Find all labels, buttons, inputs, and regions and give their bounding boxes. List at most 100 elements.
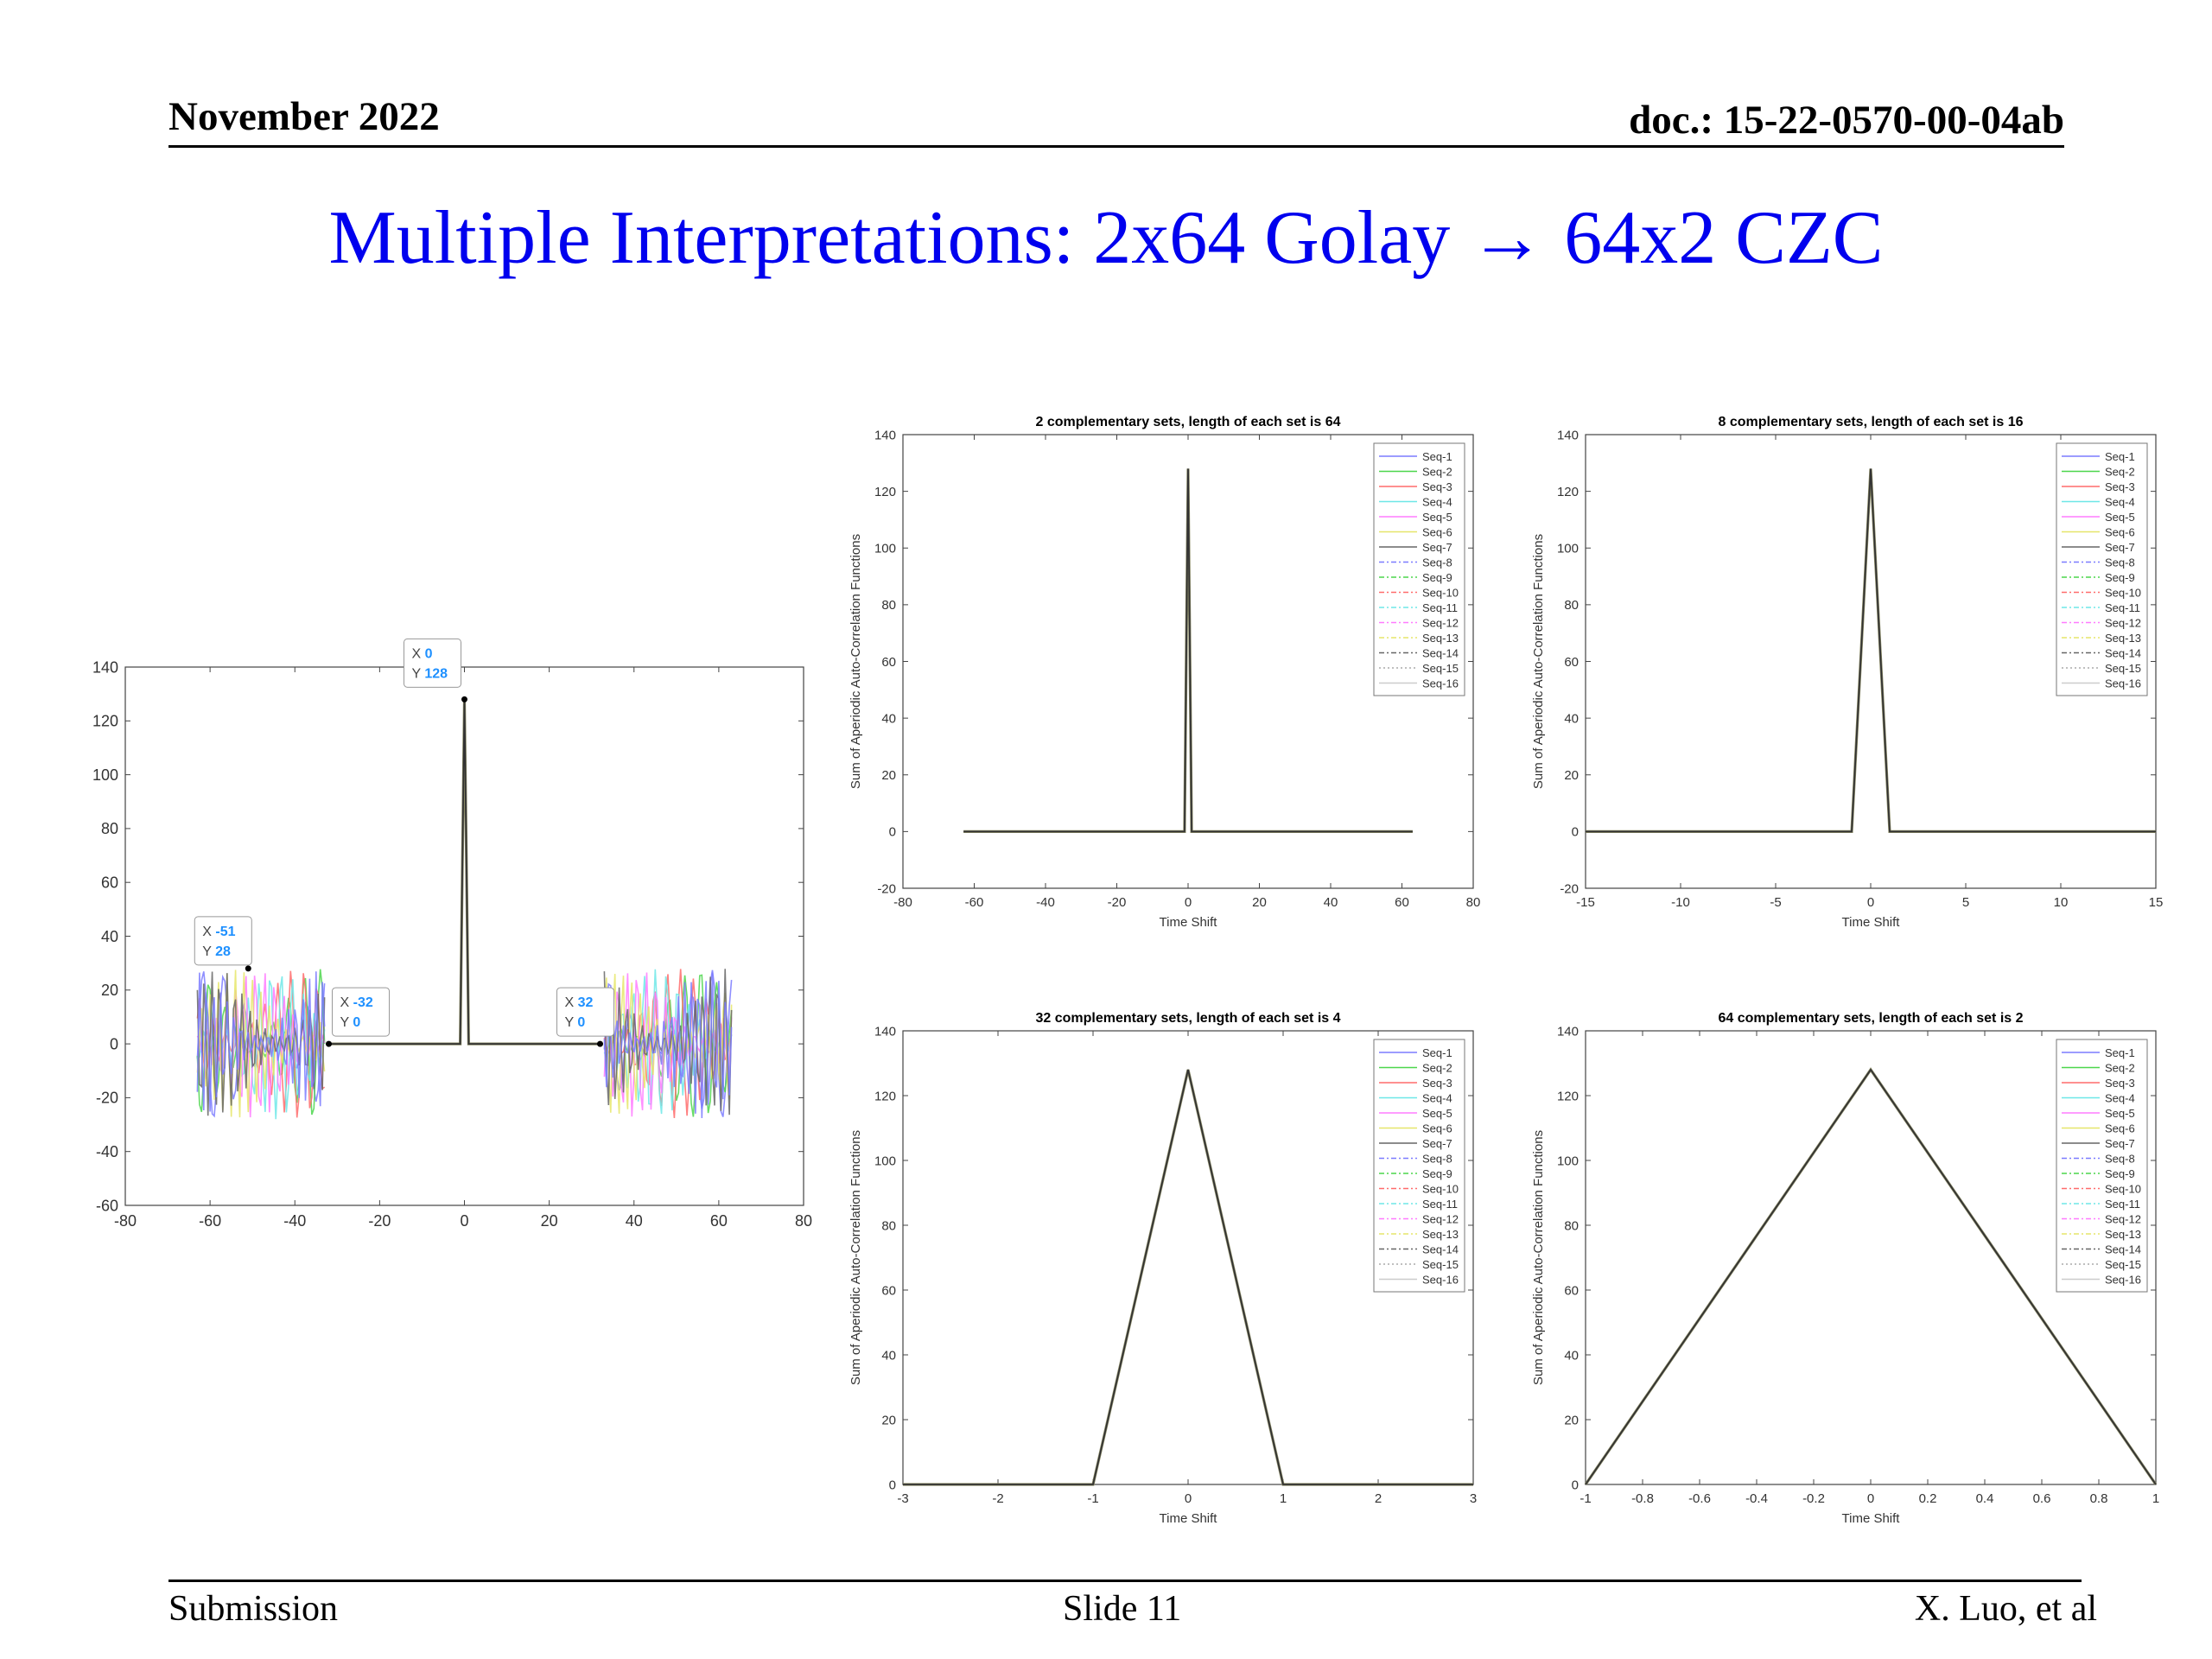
legend-label: Seq-14 bbox=[2105, 647, 2141, 660]
legend-box bbox=[1373, 442, 1465, 696]
datatip[interactable]: X 0 Y 128 bbox=[404, 638, 468, 702]
legend-label: Seq-13 bbox=[2105, 1228, 2141, 1241]
y-tick-label: 60 bbox=[881, 655, 896, 670]
x-tick-label: 1 bbox=[2152, 1491, 2159, 1506]
residual-trace bbox=[603, 969, 733, 1116]
x-tick-label: 0.6 bbox=[2033, 1491, 2051, 1506]
datatip[interactable]: X -32 Y 0 bbox=[326, 987, 390, 1047]
chart-32-sets-len-4: 32 complementary sets, length of each se… bbox=[849, 1011, 1477, 1526]
slide-title: Multiple Interpretations: 2x64 Golay → 6… bbox=[328, 196, 1884, 280]
y-tick-label: 100 bbox=[874, 1154, 896, 1168]
x-tick-label: -2 bbox=[992, 1491, 1003, 1506]
legend-label: Seq-5 bbox=[1422, 511, 1452, 524]
legend-box bbox=[2056, 442, 2148, 696]
x-tick-label: 60 bbox=[1395, 895, 1409, 910]
legend-label: Seq-16 bbox=[2105, 1274, 2141, 1287]
y-tick-label: 0 bbox=[889, 1478, 896, 1492]
datatip-marker[interactable] bbox=[461, 696, 467, 702]
x-tick-label: 0.2 bbox=[1919, 1491, 1937, 1506]
datatip[interactable]: X 32 Y 0 bbox=[556, 987, 614, 1047]
legend: Seq-1Seq-2Seq-3Seq-4Seq-5Seq-6Seq-7Seq-8… bbox=[1373, 1039, 1465, 1293]
legend-label: Seq-1 bbox=[1422, 450, 1452, 463]
datatip-box bbox=[332, 987, 390, 1037]
legend-label: Seq-1 bbox=[2105, 450, 2135, 463]
datatip-x: X -32 bbox=[340, 995, 373, 1010]
legend-label: Seq-13 bbox=[2105, 632, 2141, 645]
x-tick-label: -0.8 bbox=[1631, 1491, 1654, 1506]
legend-label: Seq-2 bbox=[2105, 1062, 2135, 1075]
x-tick-label: 0 bbox=[1185, 1491, 1192, 1506]
y-tick-label: 60 bbox=[881, 1283, 896, 1298]
y-tick-label: 0 bbox=[1572, 825, 1579, 840]
y-tick-label: 40 bbox=[101, 928, 118, 945]
y-tick-label: 20 bbox=[1564, 768, 1579, 783]
y-axis-label: Sum of Aperiodic Auto-Correlation Functi… bbox=[1531, 1130, 1546, 1385]
legend-label: Seq-2 bbox=[1422, 1062, 1452, 1075]
legend-label: Seq-7 bbox=[1422, 541, 1452, 554]
datatip-box bbox=[404, 638, 461, 688]
y-tick-label: 40 bbox=[1564, 1348, 1579, 1363]
x-tick-label: 40 bbox=[1324, 895, 1338, 910]
y-tick-label: 100 bbox=[874, 542, 896, 556]
legend-label: Seq-1 bbox=[1422, 1046, 1452, 1059]
legend-label: Seq-8 bbox=[1422, 556, 1452, 569]
x-tick-label: -15 bbox=[1576, 895, 1595, 910]
y-tick-label: 80 bbox=[101, 820, 118, 837]
legend-label: Seq-9 bbox=[2105, 571, 2135, 584]
legend-label: Seq-7 bbox=[1422, 1137, 1452, 1150]
x-tick-label: 0 bbox=[1867, 895, 1874, 910]
x-axis-label: Time Shift bbox=[1160, 915, 1218, 930]
footer-slide-number: Slide 11 bbox=[1063, 1589, 1182, 1629]
datatip-y: Y 28 bbox=[202, 944, 231, 959]
x-tick-label: 80 bbox=[795, 1212, 812, 1230]
x-tick-label: -80 bbox=[114, 1212, 137, 1230]
x-tick-label: -60 bbox=[965, 895, 984, 910]
legend-label: Seq-2 bbox=[2105, 466, 2135, 479]
legend-label: Seq-12 bbox=[1422, 1213, 1459, 1226]
y-tick-label: 100 bbox=[1557, 542, 1579, 556]
y-tick-label: 60 bbox=[101, 874, 118, 892]
legend: Seq-1Seq-2Seq-3Seq-4Seq-5Seq-6Seq-7Seq-8… bbox=[2056, 1039, 2148, 1293]
y-tick-label: -20 bbox=[96, 1090, 118, 1107]
x-axis-label: Time Shift bbox=[1842, 1511, 1901, 1526]
header-date: November 2022 bbox=[168, 94, 440, 139]
datatip-marker[interactable] bbox=[245, 965, 251, 972]
datatip[interactable]: X -51 Y 28 bbox=[194, 916, 252, 972]
y-tick-label: 140 bbox=[92, 658, 118, 676]
residual-trace bbox=[196, 971, 326, 1112]
y-tick-label: 120 bbox=[1557, 485, 1579, 499]
legend-label: Seq-5 bbox=[2105, 511, 2135, 524]
y-tick-label: 120 bbox=[874, 485, 896, 499]
legend-label: Seq-12 bbox=[2105, 617, 2141, 630]
x-tick-label: -20 bbox=[1108, 895, 1127, 910]
legend-label: Seq-15 bbox=[2105, 1258, 2141, 1271]
y-tick-label: 80 bbox=[1564, 598, 1579, 613]
legend-label: Seq-13 bbox=[1422, 1228, 1459, 1241]
y-tick-label: 140 bbox=[874, 428, 896, 442]
x-tick-label: 20 bbox=[541, 1212, 558, 1230]
chart-title: 32 complementary sets, length of each se… bbox=[1035, 1011, 1340, 1026]
legend-label: Seq-9 bbox=[1422, 1167, 1452, 1180]
datatip-y: Y 128 bbox=[412, 666, 448, 681]
x-tick-label: 0 bbox=[460, 1212, 468, 1230]
y-tick-label: 120 bbox=[1557, 1089, 1579, 1103]
chart-title: 8 complementary sets, length of each set… bbox=[1718, 415, 2023, 429]
chart-2-sets-len-64: 2 complementary sets, length of each set… bbox=[849, 415, 1480, 930]
datatip-marker[interactable] bbox=[326, 1040, 332, 1047]
x-tick-label: -3 bbox=[897, 1491, 908, 1506]
datatip-marker[interactable] bbox=[597, 1040, 603, 1047]
y-tick-label: 40 bbox=[881, 1348, 896, 1363]
legend-label: Seq-2 bbox=[1422, 466, 1452, 479]
residual-trace bbox=[603, 972, 733, 1119]
x-tick-label: 3 bbox=[1470, 1491, 1477, 1506]
legend-label: Seq-7 bbox=[2105, 1137, 2135, 1150]
y-tick-label: -20 bbox=[1560, 881, 1579, 896]
legend-label: Seq-11 bbox=[2105, 1198, 2140, 1211]
chart-combined-datatips: -80 -60 -40 -20 0 20 40 60 80-60-40-200204060801… bbox=[92, 638, 812, 1230]
legend-label: Seq-3 bbox=[1422, 1077, 1452, 1090]
x-tick-label: -80 bbox=[893, 895, 912, 910]
x-tick-label: -1 bbox=[1087, 1491, 1098, 1506]
legend: Seq-1Seq-2Seq-3Seq-4Seq-5Seq-6Seq-7Seq-8… bbox=[1373, 442, 1465, 696]
y-tick-label: 140 bbox=[1557, 1024, 1579, 1039]
y-tick-label: 20 bbox=[1564, 1413, 1579, 1427]
